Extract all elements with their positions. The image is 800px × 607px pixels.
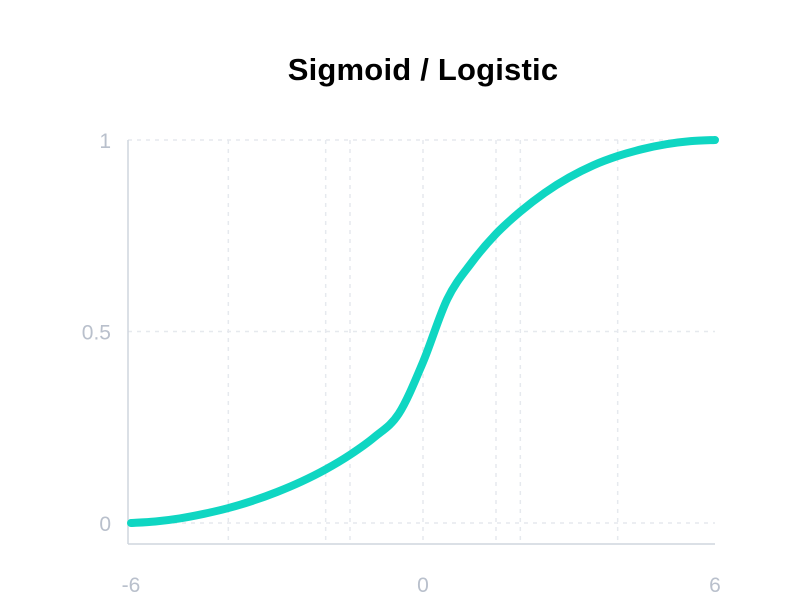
chart-title: Sigmoid / Logistic <box>287 52 559 87</box>
y-tick-label: 0 <box>99 513 111 536</box>
x-tick-label: 6 <box>709 574 721 597</box>
x-tick-label: 0 <box>417 574 429 597</box>
chart-axes <box>127 140 715 545</box>
grid-lines <box>128 139 715 544</box>
y-tick-label: 1 <box>99 130 111 153</box>
tick-labels: 0 0.5 1 -6 0 6 <box>82 130 721 597</box>
series-line-0 <box>127 136 719 527</box>
y-tick-label: 0.5 <box>82 322 111 345</box>
x-tick-label: -6 <box>122 574 141 597</box>
series-layer <box>127 136 719 527</box>
